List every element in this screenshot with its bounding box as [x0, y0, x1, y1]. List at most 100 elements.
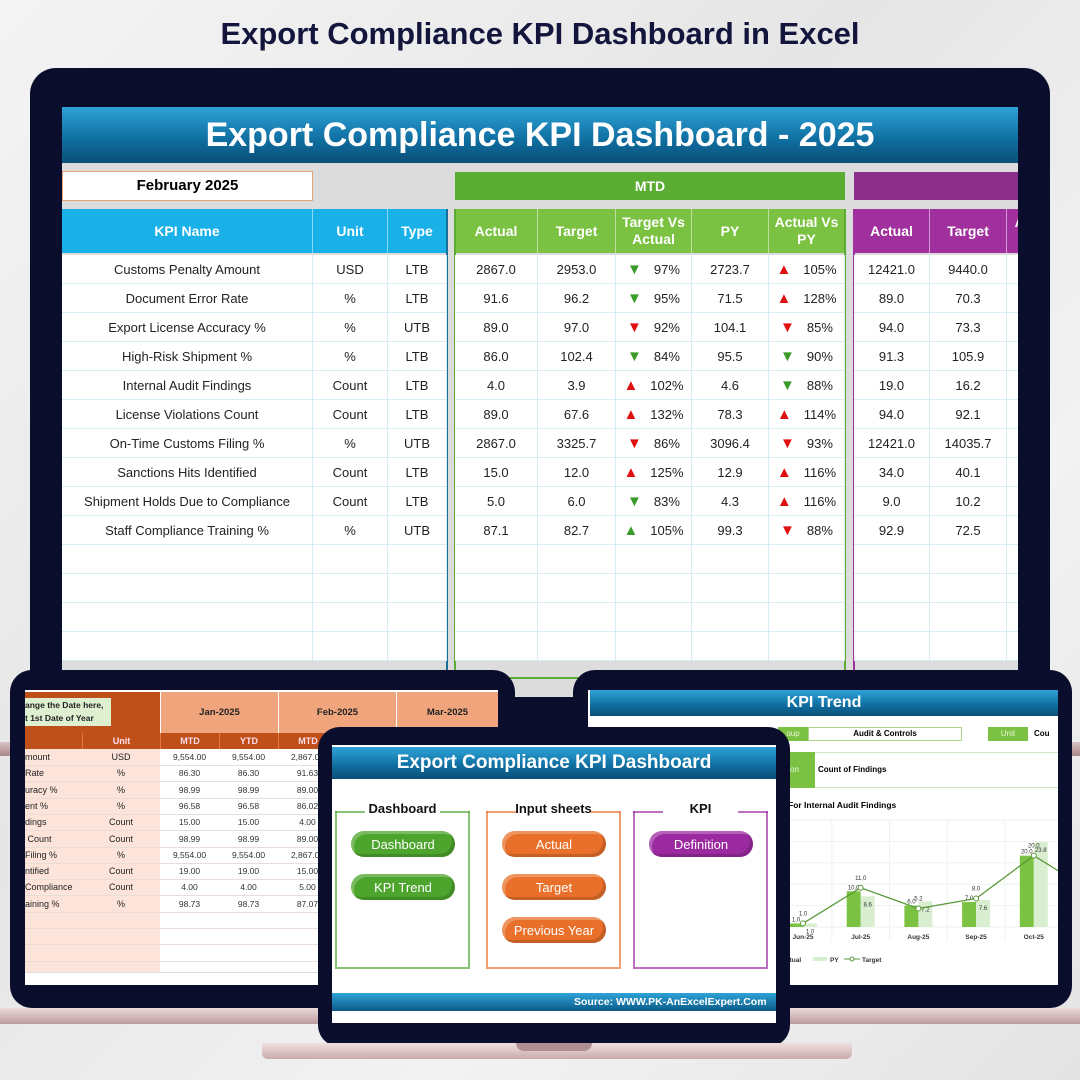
- source-footer: Source: WWW.PK-AnExcelExpert.Com: [332, 993, 776, 1011]
- ytd_actual-cell: 94.0: [854, 400, 930, 429]
- row-value[interactable]: 4.00: [299, 817, 316, 828]
- row-value[interactable]: 4.00: [181, 882, 198, 893]
- nav-button-kpi-trend[interactable]: KPI Trend: [351, 874, 455, 900]
- type-cell: [388, 632, 447, 661]
- row-value[interactable]: 96.58: [237, 800, 260, 811]
- row-value[interactable]: 91.63: [296, 768, 319, 779]
- row-value[interactable]: 19.00: [237, 866, 260, 877]
- group-selector[interactable]: Audit & Controls: [808, 727, 962, 741]
- home-screen: Export Compliance KPI Dashboard Dashboar…: [332, 745, 776, 1023]
- actual-cell: [455, 632, 538, 661]
- actual-cell: 5.0: [455, 487, 538, 516]
- arrow-down-icon: ▼: [780, 434, 795, 452]
- py-cell: 4.6: [692, 371, 769, 400]
- data-label-py: 7.2: [921, 907, 930, 913]
- type-cell: UTB: [388, 313, 447, 342]
- row-value[interactable]: 2,867.00: [290, 752, 325, 762]
- row-value[interactable]: 9,554.00: [172, 849, 207, 860]
- data-label-py: 23.8: [1035, 848, 1047, 854]
- kpi-cell: Customs Penalty Amount: [62, 255, 313, 284]
- bar-py: [1033, 842, 1048, 927]
- nav-button-actual[interactable]: Actual: [502, 831, 606, 857]
- actual-cell: 2867.0: [455, 429, 538, 458]
- row-unit: Count: [108, 882, 134, 893]
- ytd_target-cell: 40.1: [930, 458, 1007, 487]
- row-value[interactable]: 98.99: [237, 833, 260, 844]
- nav-group-kpi: KPI Definition: [633, 801, 768, 969]
- row-value[interactable]: 2,867.00: [290, 849, 325, 860]
- nav-button-previous-year[interactable]: Previous Year: [502, 917, 606, 943]
- nav-group-input-sheets: Input sheets Actual Target Previous Year: [486, 801, 621, 969]
- row-value[interactable]: 86.30: [178, 768, 201, 779]
- nav-group-dashboard: Dashboard Dashboard KPI Trend: [335, 801, 470, 969]
- row-value[interactable]: 87.07: [296, 898, 319, 909]
- unit-cell: USD: [313, 255, 388, 284]
- ytd_target-cell: 70.3: [930, 284, 1007, 313]
- py-cell: 95.5: [692, 342, 769, 371]
- row-value[interactable]: 9,554.00: [231, 849, 266, 860]
- nav-button-dashboard[interactable]: Dashboard: [351, 831, 455, 857]
- ytd_avp-cell: [1007, 545, 1018, 574]
- unit-label: Unit: [988, 727, 1028, 741]
- arrow-down-icon: ▼: [627, 492, 642, 510]
- bar-py: [860, 896, 875, 927]
- ytd_actual-cell: 34.0: [854, 458, 930, 487]
- row-value[interactable]: 15.00: [178, 817, 201, 828]
- ytd_actual-cell: 12421.0: [854, 255, 930, 284]
- data-label-actual: 10.0: [848, 885, 860, 891]
- avp-value: 90%: [806, 348, 833, 364]
- avp-cell: [769, 545, 845, 574]
- row-value[interactable]: 98.73: [178, 898, 201, 909]
- row-value[interactable]: 98.73: [237, 898, 260, 909]
- ytd_avp-cell: [1007, 313, 1018, 342]
- tva-value: 95%: [653, 290, 680, 306]
- arrow-down-icon: ▼: [780, 521, 795, 539]
- legend-target-marker: [849, 956, 855, 962]
- row-value[interactable]: 15.00: [237, 817, 260, 828]
- row-name: Rate: [25, 768, 45, 779]
- row-value[interactable]: 98.99: [178, 784, 201, 795]
- row-value[interactable]: 98.99: [178, 833, 201, 844]
- row-value[interactable]: 86.02: [296, 800, 319, 811]
- ytd_actual-cell: [854, 603, 930, 632]
- type-cell: LTB: [388, 458, 447, 487]
- row-value[interactable]: 96.58: [178, 800, 201, 811]
- kpi-cell: License Violations Count: [62, 400, 313, 429]
- row-value[interactable]: 89.00: [296, 833, 319, 844]
- dashboard-title: Export Compliance KPI Dashboard - 2025: [62, 107, 1018, 163]
- row-value[interactable]: 89.00: [296, 784, 319, 795]
- row-name: Compliance: [25, 882, 73, 893]
- group-top-left: [335, 811, 365, 813]
- row-value[interactable]: 98.99: [237, 784, 260, 795]
- empty-row: [62, 603, 1018, 632]
- mtd-section-header: MTD: [455, 172, 845, 200]
- month-selector[interactable]: February 2025: [62, 171, 313, 201]
- subheader: MTD: [278, 733, 337, 749]
- avp-value: 88%: [806, 522, 833, 538]
- table-row: Customs Penalty Amount USD LTB 2867.0 2953.0…: [62, 255, 1018, 284]
- arrow-down-icon: ▼: [780, 318, 795, 336]
- header-ytd_target: Target: [930, 209, 1007, 253]
- date-callout: ange the Date here, t 1st Date of Year: [25, 698, 111, 726]
- type-cell: LTB: [388, 487, 447, 516]
- row-value[interactable]: 4.00: [240, 882, 257, 893]
- py-cell: 3096.4: [692, 429, 769, 458]
- subheader: YTD: [219, 733, 278, 749]
- ytd_avp-cell: [1007, 429, 1018, 458]
- kpi-cell: High-Risk Shipment %: [62, 342, 313, 371]
- row-value[interactable]: 5.00: [299, 882, 316, 893]
- row-unit: %: [116, 849, 125, 860]
- ytd_avp-cell: [1007, 487, 1018, 516]
- tva-value: 105%: [650, 522, 684, 538]
- group-top-right: [591, 811, 621, 813]
- nav-button-definition[interactable]: Definition: [649, 831, 753, 857]
- row-value[interactable]: 86.30: [237, 768, 260, 779]
- row-value[interactable]: 19.00: [178, 866, 201, 877]
- nav-button-target[interactable]: Target: [502, 874, 606, 900]
- row-value[interactable]: 9,554.00: [231, 752, 266, 762]
- avp-cell: [769, 632, 845, 661]
- row-value[interactable]: 9,554.00: [172, 752, 207, 762]
- unit-cell: Count: [313, 487, 388, 516]
- row-name: Filing %: [25, 849, 58, 860]
- row-value[interactable]: 15.00: [296, 866, 319, 877]
